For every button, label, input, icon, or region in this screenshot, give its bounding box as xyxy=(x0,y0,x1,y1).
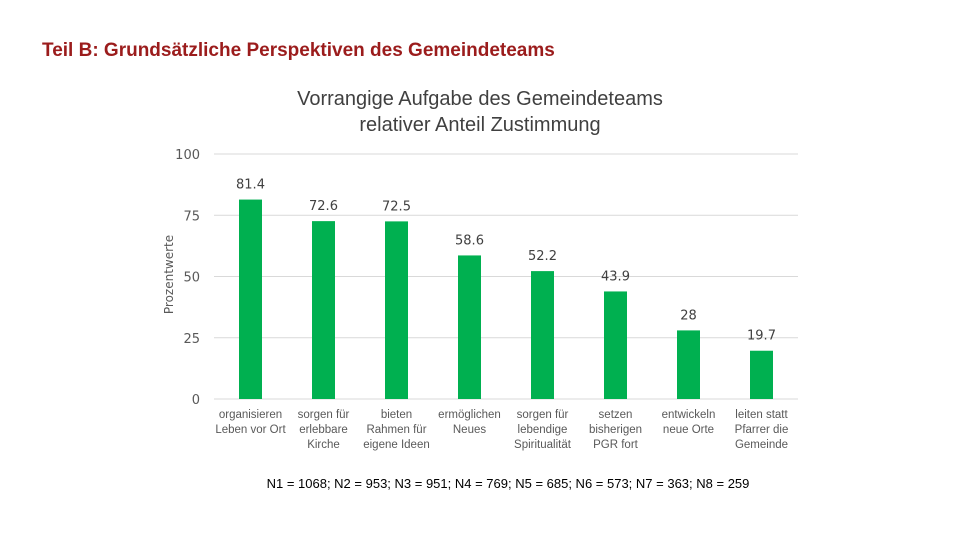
sample-size-footnote: N1 = 1068; N2 = 953; N3 = 951; N4 = 769;… xyxy=(266,476,750,491)
data-label: 81.4 xyxy=(236,178,265,193)
y-tick-label: 100 xyxy=(175,148,200,163)
bar xyxy=(385,221,408,399)
x-category-label: sorgen für xyxy=(517,409,569,421)
chart-title-line-2: relativer Anteil Zustimmung xyxy=(359,114,601,136)
x-category-label: eigene Ideen xyxy=(363,439,430,451)
bar xyxy=(239,199,262,399)
x-category-label: Leben vor Ort xyxy=(215,424,286,436)
data-label: 43.9 xyxy=(601,269,630,284)
bar xyxy=(604,291,627,399)
data-label: 28 xyxy=(680,308,697,323)
x-category-label: setzen xyxy=(599,409,633,421)
x-category-label: Rahmen für xyxy=(366,424,426,436)
y-tick-label: 0 xyxy=(192,393,200,408)
x-category-label: leiten statt xyxy=(735,409,788,421)
x-category-label: neue Orte xyxy=(663,424,714,436)
bar xyxy=(677,330,700,399)
data-label: 72.6 xyxy=(309,199,338,214)
x-category-label: entwickeln xyxy=(662,409,716,421)
x-category-label: lebendige xyxy=(518,424,568,436)
data-label: 72.5 xyxy=(382,199,411,214)
bar xyxy=(750,350,773,399)
x-category-label: Neues xyxy=(453,424,486,436)
x-category-label: bisherigen xyxy=(589,424,642,436)
data-label: 52.2 xyxy=(528,249,557,264)
x-category-label: organisieren xyxy=(219,409,282,421)
data-label: 19.7 xyxy=(747,329,776,344)
x-category-label: Kirche xyxy=(307,439,340,451)
x-category-label: erlebbare xyxy=(299,424,348,436)
x-category-label: PGR fort xyxy=(593,439,639,451)
x-category-label: Gemeinde xyxy=(735,439,788,451)
bar xyxy=(531,271,554,399)
y-tick-label: 75 xyxy=(183,209,200,224)
bar xyxy=(312,221,335,399)
y-axis-label: Prozentwerte xyxy=(162,235,176,314)
y-tick-label: 25 xyxy=(183,332,200,347)
bar xyxy=(458,255,481,399)
y-tick-label: 50 xyxy=(183,271,200,286)
x-category-label: Spiritualität xyxy=(514,439,572,451)
slide-title: Teil B: Grundsätzliche Perspektiven des … xyxy=(42,40,555,61)
x-category-label: ermöglichen xyxy=(438,409,501,421)
x-category-label: sorgen für xyxy=(298,409,350,421)
data-label: 58.6 xyxy=(455,233,484,248)
chart-title-line-1: Vorrangige Aufgabe des Gemeindeteams xyxy=(297,88,663,110)
x-category-label: Pfarrer die xyxy=(735,424,789,436)
x-category-label: bieten xyxy=(381,409,412,421)
